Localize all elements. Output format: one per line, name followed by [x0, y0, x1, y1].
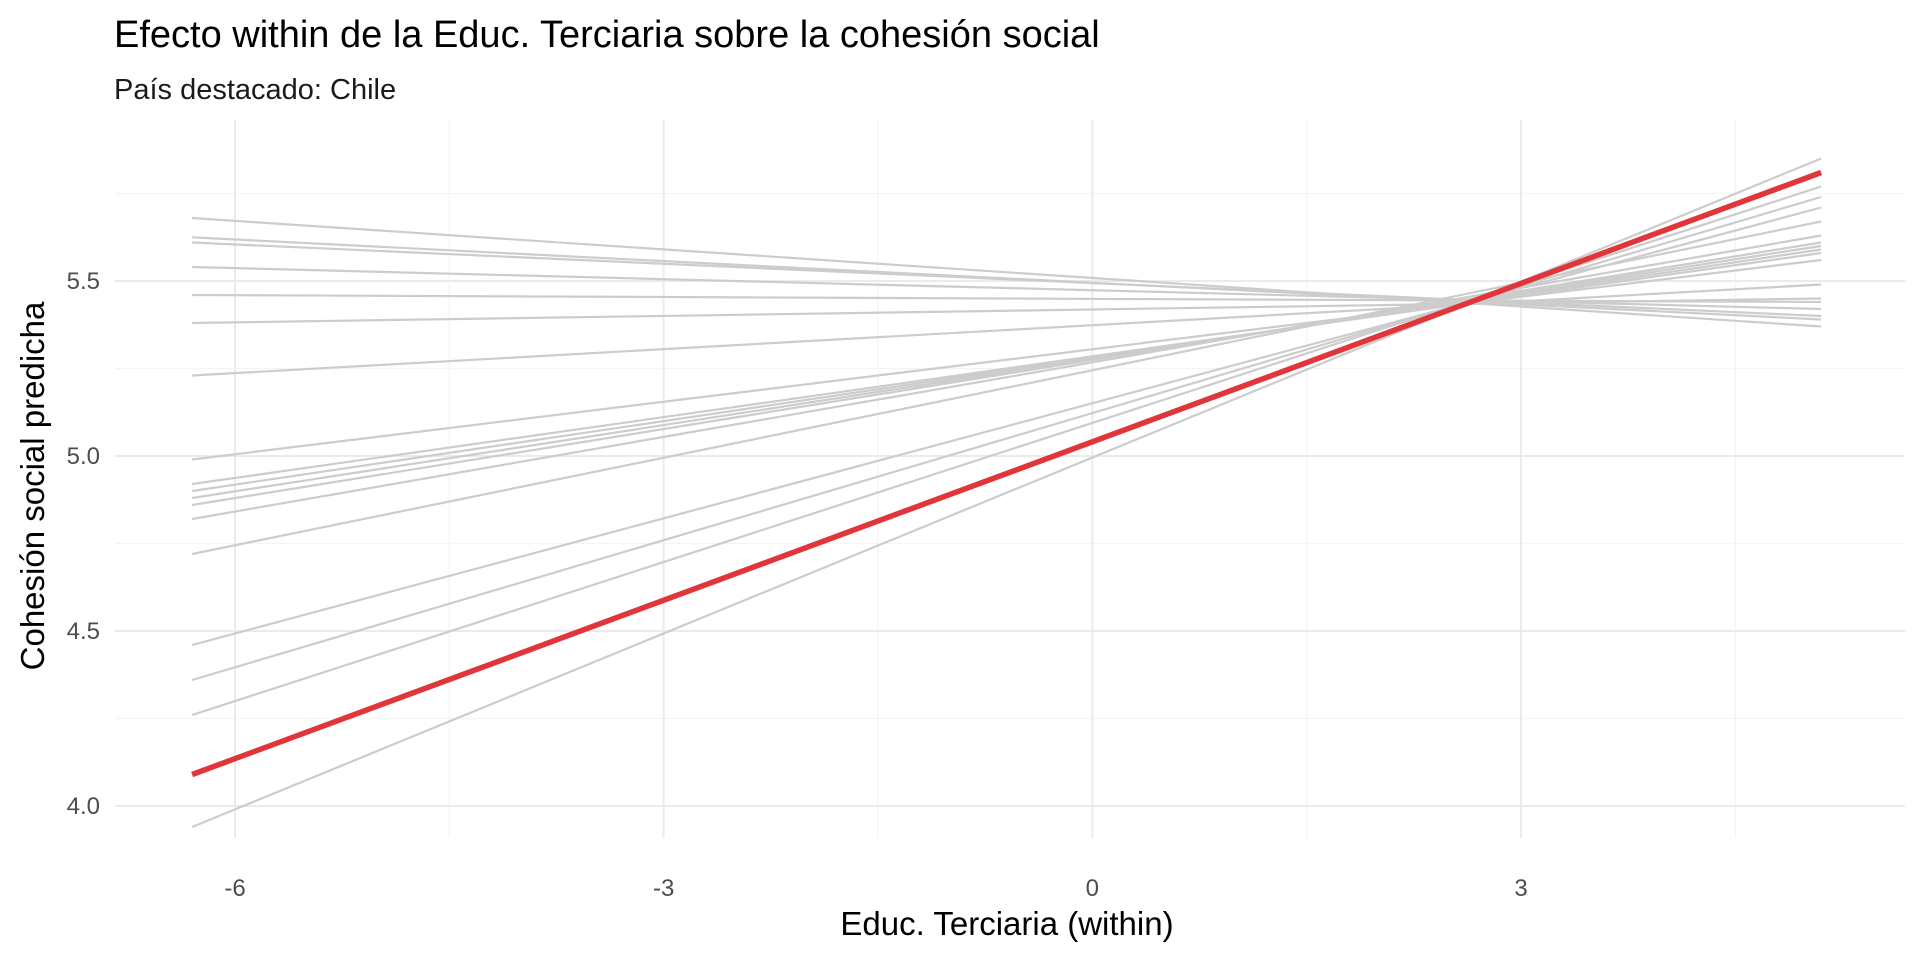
highlight-line-chile	[191, 169, 1823, 778]
background-series	[191, 157, 1822, 829]
background-line-18	[191, 157, 1822, 829]
x-tick-label: -6	[224, 875, 245, 902]
chart-subtitle: País destacado: Chile	[114, 74, 396, 106]
x-tick-label: -3	[653, 875, 674, 902]
background-line-16	[191, 195, 1822, 682]
background-line-12	[191, 241, 1822, 507]
highlight-series	[191, 169, 1823, 778]
gridlines	[115, 120, 1905, 838]
background-line-1	[192, 216, 1822, 328]
background-line-17	[191, 185, 1822, 717]
background-line-7	[192, 283, 1822, 377]
y-tick-label: 5.5	[67, 268, 100, 295]
background-line-15	[191, 206, 1822, 647]
background-line-10	[191, 248, 1822, 493]
y-axis-title: Cohesión social predicha	[14, 301, 51, 670]
background-line-3	[192, 241, 1822, 318]
y-tick-label: 5.0	[67, 443, 100, 470]
background-line-13	[191, 234, 1822, 521]
x-tick-label: 0	[1086, 875, 1099, 902]
x-axis-ticks: -6 -3 0 3	[224, 875, 1527, 902]
y-tick-label: 4.5	[67, 618, 100, 645]
x-tick-label: 3	[1514, 875, 1527, 902]
background-line-5	[192, 293, 1822, 304]
chart-title: Efecto within de la Educ. Terciaria sobr…	[114, 14, 1100, 56]
y-axis-ticks: 4.0 4.5 5.0 5.5	[67, 268, 100, 820]
background-line-8	[191, 258, 1822, 461]
background-line-11	[191, 244, 1822, 500]
y-tick-label: 4.0	[67, 793, 100, 820]
x-axis-title: Educ. Terciaria (within)	[840, 905, 1173, 942]
background-line-9	[191, 251, 1822, 486]
background-line-6	[192, 297, 1822, 325]
